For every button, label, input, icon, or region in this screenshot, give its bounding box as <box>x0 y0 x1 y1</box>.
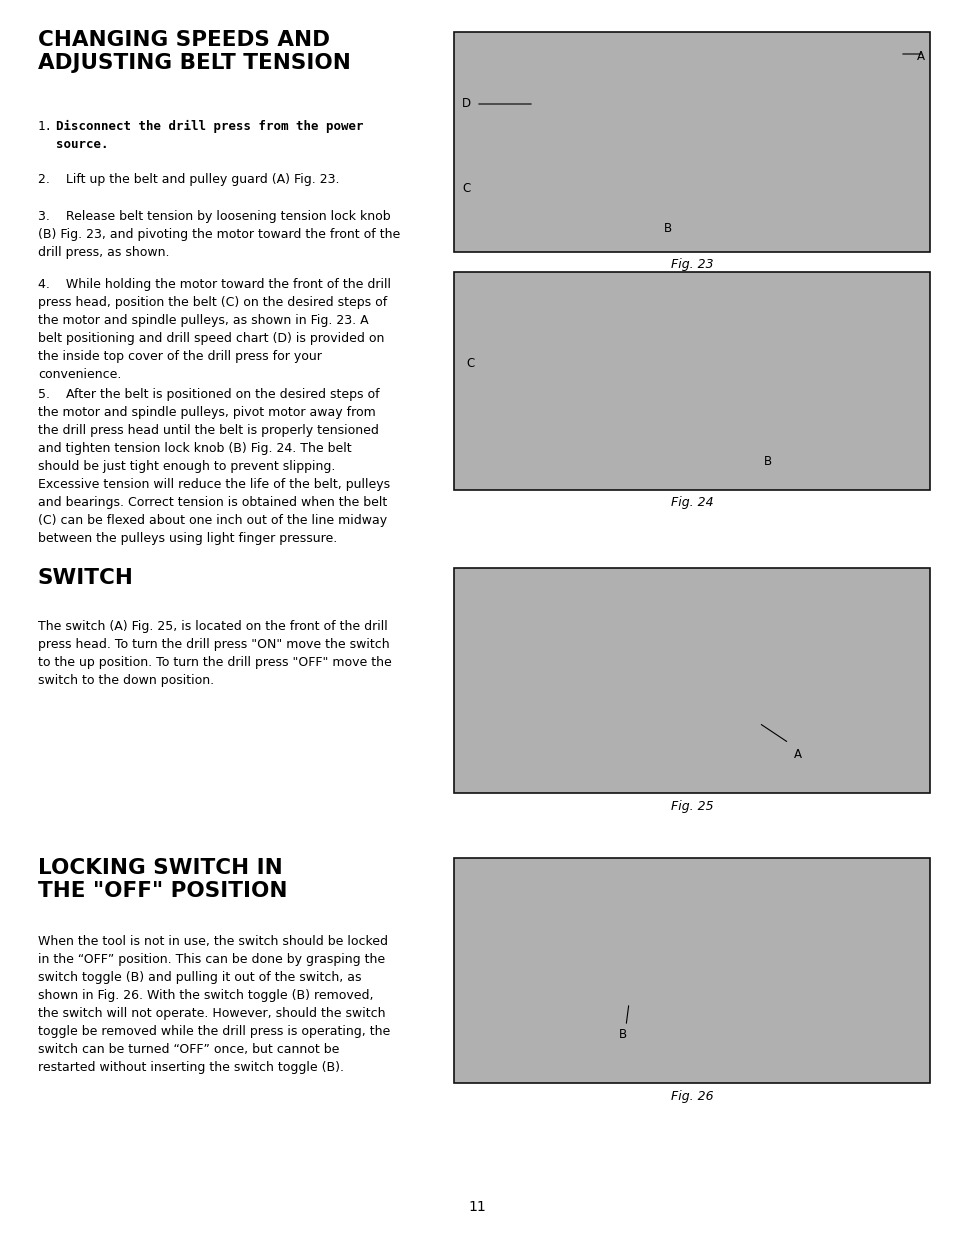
Bar <box>454 32 929 252</box>
Text: 5.    After the belt is positioned on the desired steps of
the motor and spindle: 5. After the belt is positioned on the d… <box>38 388 390 545</box>
Text: 1.: 1. <box>38 120 53 133</box>
Text: When the tool is not in use, the switch should be locked
in the “OFF” position. : When the tool is not in use, the switch … <box>38 935 390 1074</box>
Bar <box>454 858 929 1083</box>
Text: 4.    While holding the motor toward the front of the drill
press head, position: 4. While holding the motor toward the fr… <box>38 278 391 382</box>
Text: The switch (A) Fig. 25, is located on the front of the drill
press head. To turn: The switch (A) Fig. 25, is located on th… <box>38 620 392 687</box>
Text: LOCKING SWITCH IN
THE "OFF" POSITION: LOCKING SWITCH IN THE "OFF" POSITION <box>38 858 287 900</box>
Text: SWITCH: SWITCH <box>38 568 133 588</box>
Text: 2.    Lift up the belt and pulley guard (A) Fig. 23.: 2. Lift up the belt and pulley guard (A)… <box>38 173 339 186</box>
Text: B: B <box>763 454 771 468</box>
Text: CHANGING SPEEDS AND
ADJUSTING BELT TENSION: CHANGING SPEEDS AND ADJUSTING BELT TENSI… <box>38 30 351 73</box>
Text: 11: 11 <box>468 1200 485 1214</box>
Text: Fig. 24: Fig. 24 <box>670 496 713 509</box>
Text: Fig. 25: Fig. 25 <box>670 800 713 813</box>
Text: C: C <box>465 357 474 370</box>
Text: B: B <box>618 1028 626 1041</box>
Text: C: C <box>461 182 470 195</box>
Text: A: A <box>916 49 924 63</box>
Bar <box>454 568 929 793</box>
Text: Fig. 26: Fig. 26 <box>670 1091 713 1103</box>
Text: B: B <box>663 222 672 235</box>
Text: 3.    Release belt tension by loosening tension lock knob
(B) Fig. 23, and pivot: 3. Release belt tension by loosening ten… <box>38 210 400 259</box>
Bar <box>454 272 929 490</box>
Text: A: A <box>793 748 801 761</box>
Text: Disconnect the drill press from the power
source.: Disconnect the drill press from the powe… <box>56 120 363 151</box>
Text: Fig. 23: Fig. 23 <box>670 258 713 270</box>
Text: D: D <box>461 98 471 110</box>
